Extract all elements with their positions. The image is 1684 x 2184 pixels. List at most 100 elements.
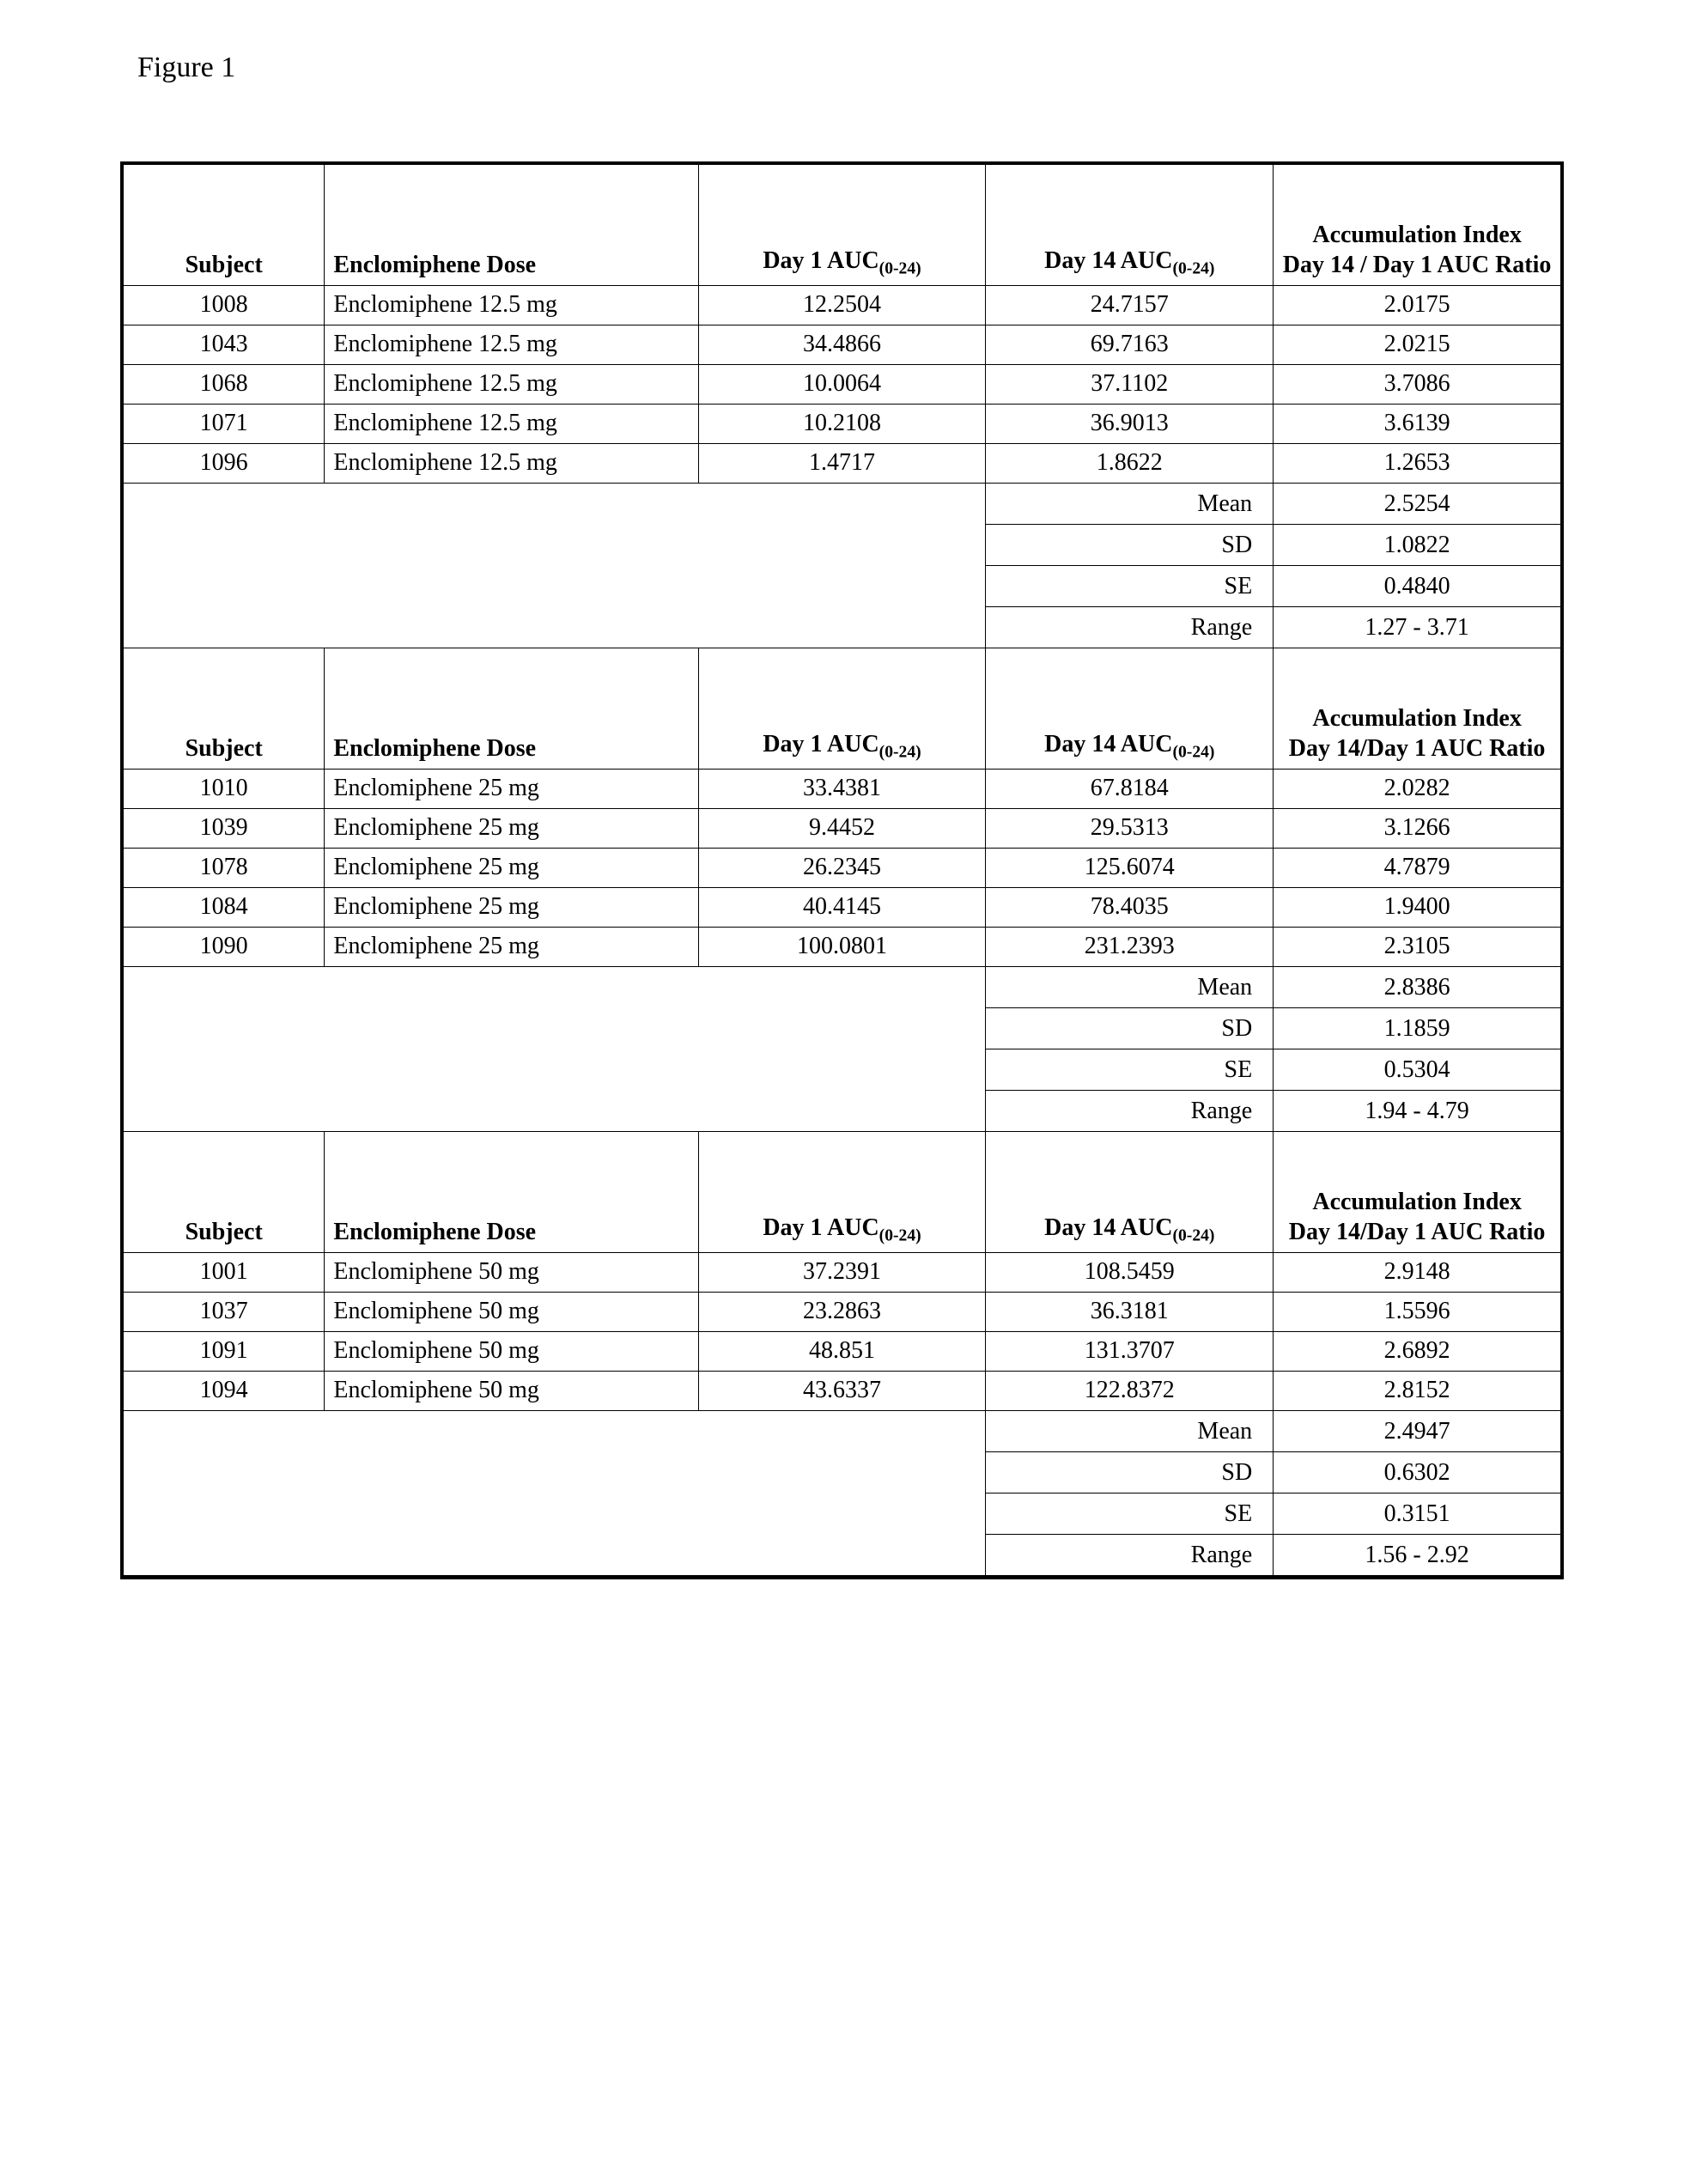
table-row: 1096Enclomiphene 12.5 mg1.47171.86221.26… (124, 444, 1561, 484)
table-row: 1037Enclomiphene 50 mg23.286336.31811.55… (124, 1293, 1561, 1332)
stat-label: SD (986, 1452, 1274, 1494)
cell-ratio: 2.6892 (1274, 1332, 1561, 1372)
cell-dose: Enclomiphene 50 mg (325, 1253, 698, 1293)
stat-row: Mean2.8386 (124, 967, 1561, 1008)
cell-dose: Enclomiphene 12.5 mg (325, 365, 698, 405)
cell-subject: 1039 (124, 809, 325, 849)
stat-value: 1.56 - 2.92 (1274, 1535, 1561, 1576)
table-row: 1008Enclomiphene 12.5 mg12.250424.71572.… (124, 286, 1561, 325)
stat-label: SE (986, 566, 1274, 607)
stat-label: Mean (986, 967, 1274, 1008)
stat-empty (124, 1452, 986, 1494)
stat-value: 1.94 - 4.79 (1274, 1091, 1561, 1132)
stat-value: 2.8386 (1274, 967, 1561, 1008)
cell-ratio: 4.7879 (1274, 849, 1561, 888)
cell-subject: 1084 (124, 888, 325, 928)
stat-empty (124, 1091, 986, 1132)
stat-empty (124, 967, 986, 1008)
table-row: 1039Enclomiphene 25 mg9.445229.53133.126… (124, 809, 1561, 849)
col-accum: Accumulation IndexDay 14/Day 1 AUC Ratio (1274, 1132, 1561, 1253)
col-dose: Enclomiphene Dose (325, 1132, 698, 1253)
cell-day14: 108.5459 (986, 1253, 1274, 1293)
col-subject: Subject (124, 648, 325, 770)
stat-value: 2.5254 (1274, 484, 1561, 525)
col-subject: Subject (124, 165, 325, 286)
cell-subject: 1010 (124, 770, 325, 809)
stat-value: 0.3151 (1274, 1494, 1561, 1535)
cell-ratio: 1.5596 (1274, 1293, 1561, 1332)
stat-label: SE (986, 1494, 1274, 1535)
cell-subject: 1078 (124, 849, 325, 888)
col-dose: Enclomiphene Dose (325, 648, 698, 770)
cell-day1: 23.2863 (698, 1293, 986, 1332)
cell-ratio: 1.9400 (1274, 888, 1561, 928)
stat-empty (124, 484, 986, 525)
data-table-wrapper: SubjectEnclomiphene DoseDay 1 AUC(0-24)D… (120, 161, 1564, 1579)
stat-label: SD (986, 525, 1274, 566)
stat-value: 0.5304 (1274, 1049, 1561, 1091)
cell-subject: 1094 (124, 1372, 325, 1411)
cell-day1: 9.4452 (698, 809, 986, 849)
cell-day1: 48.851 (698, 1332, 986, 1372)
cell-dose: Enclomiphene 25 mg (325, 888, 698, 928)
stat-row: Mean2.5254 (124, 484, 1561, 525)
cell-subject: 1090 (124, 928, 325, 967)
cell-ratio: 2.0175 (1274, 286, 1561, 325)
stat-empty (124, 1049, 986, 1091)
col-day1: Day 1 AUC(0-24) (698, 648, 986, 770)
col-day14: Day 14 AUC(0-24) (986, 165, 1274, 286)
table-row: 1078Enclomiphene 25 mg26.2345125.60744.7… (124, 849, 1561, 888)
stat-label: SD (986, 1008, 1274, 1049)
table-row: 1010Enclomiphene 25 mg33.438167.81842.02… (124, 770, 1561, 809)
cell-dose: Enclomiphene 12.5 mg (325, 286, 698, 325)
table-row: 1090Enclomiphene 25 mg100.0801231.23932.… (124, 928, 1561, 967)
cell-day1: 10.0064 (698, 365, 986, 405)
cell-day1: 10.2108 (698, 405, 986, 444)
stat-row: SD1.1859 (124, 1008, 1561, 1049)
cell-ratio: 3.1266 (1274, 809, 1561, 849)
cell-subject: 1071 (124, 405, 325, 444)
stat-row: Range1.27 - 3.71 (124, 607, 1561, 648)
figure-label: Figure 1 (137, 52, 1564, 84)
stat-empty (124, 566, 986, 607)
col-day14: Day 14 AUC(0-24) (986, 1132, 1274, 1253)
cell-dose: Enclomiphene 50 mg (325, 1293, 698, 1332)
col-accum: Accumulation IndexDay 14/Day 1 AUC Ratio (1274, 648, 1561, 770)
stat-row: Range1.94 - 4.79 (124, 1091, 1561, 1132)
stat-row: SE0.3151 (124, 1494, 1561, 1535)
stat-value: 0.4840 (1274, 566, 1561, 607)
cell-day14: 36.3181 (986, 1293, 1274, 1332)
cell-dose: Enclomiphene 50 mg (325, 1372, 698, 1411)
cell-ratio: 3.6139 (1274, 405, 1561, 444)
stat-row: Range1.56 - 2.92 (124, 1535, 1561, 1576)
stat-label: Mean (986, 1411, 1274, 1452)
cell-day14: 37.1102 (986, 365, 1274, 405)
cell-day1: 40.4145 (698, 888, 986, 928)
cell-ratio: 2.3105 (1274, 928, 1561, 967)
cell-day1: 37.2391 (698, 1253, 986, 1293)
table-row: 1091Enclomiphene 50 mg48.851131.37072.68… (124, 1332, 1561, 1372)
col-day1: Day 1 AUC(0-24) (698, 165, 986, 286)
col-dose: Enclomiphene Dose (325, 165, 698, 286)
cell-ratio: 3.7086 (1274, 365, 1561, 405)
cell-day14: 67.8184 (986, 770, 1274, 809)
cell-day14: 29.5313 (986, 809, 1274, 849)
stat-label: Range (986, 607, 1274, 648)
table-row: 1084Enclomiphene 25 mg40.414578.40351.94… (124, 888, 1561, 928)
cell-dose: Enclomiphene 12.5 mg (325, 405, 698, 444)
cell-subject: 1043 (124, 325, 325, 365)
stat-row: SE0.4840 (124, 566, 1561, 607)
stat-value: 1.0822 (1274, 525, 1561, 566)
cell-day14: 231.2393 (986, 928, 1274, 967)
stat-value: 0.6302 (1274, 1452, 1561, 1494)
table-row: 1001Enclomiphene 50 mg37.2391108.54592.9… (124, 1253, 1561, 1293)
cell-day14: 131.3707 (986, 1332, 1274, 1372)
cell-day14: 1.8622 (986, 444, 1274, 484)
cell-day1: 34.4866 (698, 325, 986, 365)
cell-day1: 12.2504 (698, 286, 986, 325)
cell-subject: 1001 (124, 1253, 325, 1293)
cell-day14: 125.6074 (986, 849, 1274, 888)
cell-day14: 36.9013 (986, 405, 1274, 444)
stat-value: 1.1859 (1274, 1008, 1561, 1049)
stat-empty (124, 1411, 986, 1452)
